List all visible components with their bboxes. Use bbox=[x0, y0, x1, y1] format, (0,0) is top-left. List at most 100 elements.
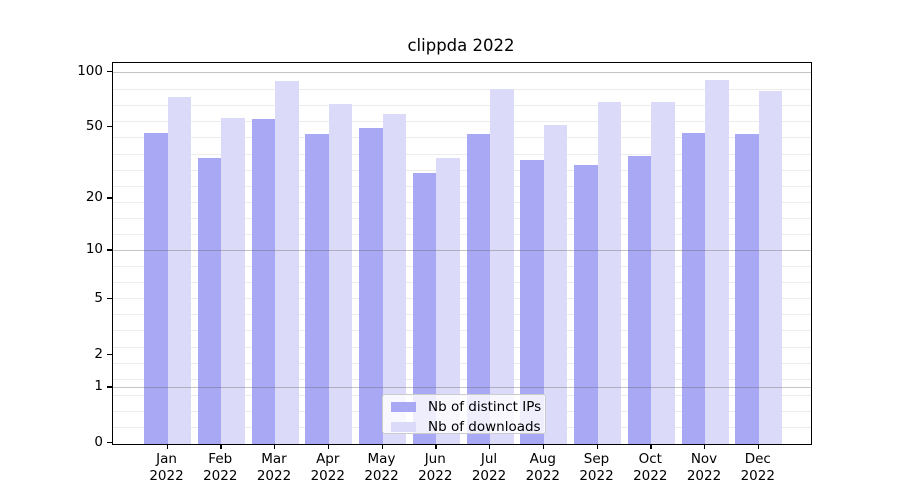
x-tick-label: Jun 2022 bbox=[407, 451, 463, 485]
x-tick-mark bbox=[274, 444, 276, 449]
gridline-minor bbox=[113, 201, 811, 203]
bar-distinct-ips bbox=[574, 165, 598, 444]
bar-downloads bbox=[221, 117, 245, 444]
x-tick-year: 2022 bbox=[471, 468, 507, 484]
legend: Nb of distinct IPs Nb of downloads bbox=[382, 394, 546, 437]
x-tick-month: Dec bbox=[744, 451, 771, 467]
x-tick-mark bbox=[166, 444, 168, 449]
gridline-minor bbox=[113, 330, 811, 332]
gridline-minor bbox=[113, 217, 811, 219]
gridline-minor bbox=[113, 137, 811, 139]
x-tick-label: Apr 2022 bbox=[300, 451, 356, 485]
x-tick-year: 2022 bbox=[418, 468, 453, 484]
x-tick-month: May bbox=[367, 451, 396, 467]
x-tick-year: 2022 bbox=[740, 468, 775, 484]
y-tick-mark bbox=[107, 297, 112, 300]
x-tick-month: Mar bbox=[261, 451, 287, 467]
x-tick-year: 2022 bbox=[149, 468, 184, 484]
x-tick-label: Aug 2022 bbox=[515, 451, 571, 485]
x-tick-month: Feb bbox=[208, 451, 233, 467]
x-tick-month: Oct bbox=[638, 451, 662, 467]
x-tick-month: Jan bbox=[156, 451, 177, 467]
y-tick-label: 100 bbox=[77, 62, 103, 79]
x-tick-label: Oct 2022 bbox=[622, 451, 678, 485]
gridline-minor bbox=[113, 185, 811, 187]
x-tick-mark bbox=[596, 444, 598, 449]
x-tick-month: Apr bbox=[316, 451, 340, 467]
x-tick-month: Sep bbox=[583, 451, 610, 467]
bar-downloads bbox=[597, 102, 621, 444]
bar-distinct-ips bbox=[197, 158, 222, 444]
legend-label-downloads: Nb of downloads bbox=[428, 419, 541, 435]
x-tick-year: 2022 bbox=[633, 468, 668, 484]
x-tick-month: Nov bbox=[690, 451, 718, 467]
gridline-minor bbox=[113, 314, 811, 316]
x-tick-label: Sep 2022 bbox=[569, 451, 625, 485]
gridline-minor bbox=[113, 362, 811, 364]
legend-swatch-distinct-ips bbox=[391, 402, 416, 412]
gridline-minor bbox=[113, 169, 811, 171]
y-tick-label: 2 bbox=[94, 345, 103, 362]
x-tick-mark bbox=[650, 444, 652, 449]
gridline-minor bbox=[113, 233, 811, 235]
bar-distinct-ips bbox=[144, 132, 168, 444]
bar-distinct-ips bbox=[627, 155, 652, 444]
gridline-major bbox=[113, 387, 811, 389]
gridline-minor bbox=[113, 346, 811, 348]
gridline-minor bbox=[113, 121, 811, 123]
bar-downloads bbox=[705, 80, 729, 444]
bar-distinct-ips bbox=[466, 134, 490, 444]
x-tick-month: Aug bbox=[529, 451, 556, 467]
y-tick-mark bbox=[107, 386, 112, 388]
x-tick-label: Jan 2022 bbox=[139, 451, 195, 485]
bar-downloads bbox=[543, 124, 568, 444]
y-tick-label: 5 bbox=[94, 289, 103, 306]
x-tick-mark bbox=[489, 444, 491, 449]
bar-downloads bbox=[490, 88, 514, 444]
gridline-minor bbox=[113, 378, 811, 380]
x-tick-mark bbox=[327, 444, 330, 449]
x-tick-year: 2022 bbox=[579, 468, 614, 484]
y-tick-label: 10 bbox=[85, 241, 103, 258]
x-tick-mark bbox=[381, 444, 383, 449]
bar-distinct-ips bbox=[520, 160, 544, 444]
bar-distinct-ips bbox=[735, 134, 759, 444]
legend-label-distinct-ips: Nb of distinct IPs bbox=[428, 399, 542, 415]
gridline-minor bbox=[113, 89, 811, 91]
gridline-minor bbox=[113, 153, 811, 155]
legend-swatch-downloads bbox=[391, 422, 416, 432]
bar-distinct-ips bbox=[251, 118, 275, 444]
gridline-major bbox=[113, 71, 811, 73]
x-tick-year: 2022 bbox=[364, 468, 399, 484]
x-tick-year: 2022 bbox=[310, 468, 345, 484]
x-tick-label: Dec 2022 bbox=[730, 451, 786, 485]
gridline-minor bbox=[113, 105, 811, 107]
y-tick-label: 50 bbox=[85, 117, 103, 134]
x-tick-year: 2022 bbox=[203, 468, 238, 484]
bar-downloads bbox=[758, 90, 783, 444]
legend-row-downloads: Nb of downloads bbox=[383, 417, 545, 437]
gridline-minor bbox=[113, 266, 811, 268]
bar-downloads bbox=[328, 103, 353, 444]
y-tick-mark bbox=[107, 249, 112, 251]
bar-distinct-ips bbox=[681, 132, 705, 444]
x-tick-year: 2022 bbox=[525, 468, 560, 484]
bar-downloads bbox=[275, 81, 299, 444]
x-tick-mark bbox=[704, 444, 706, 449]
x-tick-label: Nov 2022 bbox=[676, 451, 732, 485]
y-tick-label: 1 bbox=[94, 378, 103, 395]
x-tick-label: Feb 2022 bbox=[192, 451, 248, 485]
x-tick-mark bbox=[435, 444, 437, 449]
x-tick-label: Mar 2022 bbox=[246, 451, 302, 485]
gridline-major bbox=[113, 250, 811, 252]
y-tick-mark bbox=[107, 442, 112, 444]
x-tick-mark bbox=[542, 444, 545, 449]
bar-downloads bbox=[436, 158, 460, 444]
gridline-minor bbox=[113, 298, 811, 300]
plot-area: Nb of distinct IPs Nb of downloads bbox=[112, 62, 812, 445]
x-tick-month: Jun bbox=[424, 451, 446, 467]
bar-downloads bbox=[167, 96, 191, 444]
bar-downloads bbox=[651, 102, 675, 444]
y-tick-mark bbox=[107, 125, 112, 128]
